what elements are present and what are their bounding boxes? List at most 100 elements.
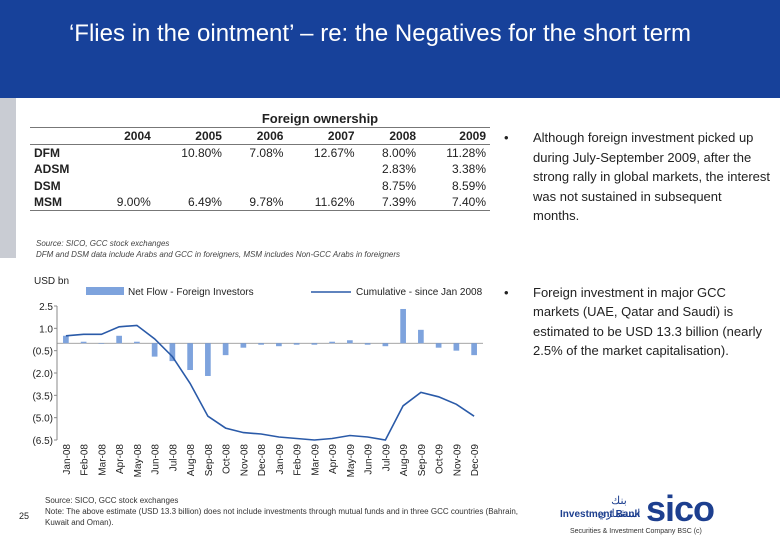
table-row: ADSM 2.83% 3.38%	[30, 161, 490, 178]
y-tick-label: (3.5)	[32, 391, 53, 402]
table-cell	[226, 178, 287, 195]
x-tick-label: Apr-08	[115, 444, 126, 474]
left-side-rule	[0, 98, 16, 258]
table-cell: 7.08%	[249, 146, 284, 160]
column-header: 2007	[287, 127, 359, 145]
row-label: MSM	[30, 194, 94, 211]
x-tick-label: Oct-09	[435, 444, 446, 474]
x-tick-label: Mar-09	[310, 444, 321, 476]
company-footer: Securities & Investment Company BSC (c)	[570, 528, 702, 535]
net-flow-bar	[98, 343, 105, 344]
table-cell	[287, 178, 358, 195]
net-flow-bar	[276, 343, 282, 347]
net-flow-bar	[364, 343, 371, 345]
column-header: 2004	[93, 127, 155, 145]
y-tick-label: 2.5	[39, 302, 53, 313]
table-cell: 3.38%	[451, 162, 486, 177]
title-band: ‘Flies in the ointment’ – re: the Negati…	[0, 0, 780, 98]
x-tick-label: Aug-08	[186, 444, 197, 477]
net-flow-bar	[311, 343, 318, 345]
table-cell: 7.39%	[358, 194, 421, 211]
x-tick-label: Aug-09	[399, 444, 410, 477]
table-cell	[93, 178, 154, 195]
legend-line-label: Cumulative - since Jan 2008	[356, 287, 483, 298]
table-row: DFM 10.80% 7.08% 12.67% 8.00% 11.28%	[30, 145, 490, 162]
x-tick-label: Dec-09	[470, 444, 481, 477]
row-label: ADSM	[34, 162, 70, 177]
net-flow-bar	[329, 341, 335, 344]
bullet-text: Although foreign investment picked up du…	[533, 130, 770, 223]
net-flow-bar	[80, 341, 87, 344]
y-tick-label: (2.0)	[32, 369, 53, 380]
table-source-line: Source: SICO, GCC stock exchanges	[36, 239, 170, 248]
table-cell	[93, 145, 154, 162]
x-tick-label: Dec-08	[257, 444, 268, 477]
x-tick-label: Oct-08	[222, 444, 233, 474]
column-header: 2005	[154, 127, 226, 145]
net-flow-bar	[134, 341, 140, 344]
x-tick-label: Jul-09	[381, 444, 392, 472]
column-header: 2009	[420, 127, 490, 145]
net-flow-bar	[400, 308, 406, 344]
bullet-point: • Although foreign investment picked up …	[498, 128, 770, 226]
y-tick-label: (5.0)	[32, 414, 53, 425]
table-cell: 6.49%	[154, 194, 226, 211]
net-flow-bar	[151, 343, 158, 357]
net-flow-bar	[347, 340, 353, 344]
ownership-grid: 2004 2005 2006 2007 2008 2009 DFM 10.80%…	[30, 127, 490, 211]
table-cell: 11.62%	[287, 194, 359, 211]
x-tick-label: Nov-08	[239, 444, 250, 477]
net-flow-bar	[418, 329, 424, 344]
footer-source-note: Source: SICO, GCC stock exchanges Note: …	[45, 495, 525, 528]
net-flow-bar	[258, 343, 264, 345]
column-header: 2008	[358, 127, 421, 145]
row-label: DFM	[34, 146, 60, 160]
x-tick-label: Jul-08	[168, 444, 179, 472]
footer-note-line: Note: The above estimate (USD 13.3 billi…	[45, 507, 518, 527]
net-flow-bar	[435, 343, 442, 348]
table-row: MSM 9.00% 6.49% 9.78% 11.62% 7.39% 7.40%	[30, 194, 490, 211]
table-cell	[155, 161, 226, 178]
table-cell: 2.83%	[382, 162, 417, 177]
net-flow-bar	[205, 343, 211, 376]
logo-brand: sico	[646, 488, 715, 529]
table-cell: 11.28%	[446, 146, 486, 160]
table-header-row: 2004 2005 2006 2007 2008 2009	[30, 127, 490, 145]
legend-bar-swatch	[86, 287, 124, 295]
net-flow-bar	[116, 335, 122, 344]
header-blank	[30, 127, 94, 145]
x-tick-label: Sep-09	[417, 444, 428, 477]
x-tick-label: Feb-08	[80, 444, 91, 476]
table-cell: 9.78%	[225, 194, 288, 211]
slide-title: ‘Flies in the ointment’ – re: the Negati…	[68, 20, 692, 47]
x-tick-label: May-08	[133, 444, 144, 478]
net-flow-bar	[471, 343, 477, 356]
table-cell: 12.67%	[313, 146, 355, 160]
cumulative-line	[65, 324, 475, 441]
table-cell: 8.59%	[451, 178, 486, 193]
y-tick-label: (6.5)	[32, 436, 53, 447]
net-flow-bar	[222, 343, 229, 356]
slide-number: 25	[19, 511, 30, 521]
y-axis-label: USD bn	[34, 276, 69, 287]
table-source-note: Source: SICO, GCC stock exchanges DFM an…	[36, 238, 496, 260]
table-caption: Foreign ownership	[261, 111, 379, 126]
x-tick-label: Jan-09	[275, 444, 286, 475]
table-cell: 8.75%	[382, 178, 417, 193]
x-tick-label: Feb-09	[293, 444, 304, 476]
x-tick-label: May-09	[346, 444, 357, 478]
table-cell: 10.80%	[181, 146, 222, 160]
net-flow-bar	[240, 343, 247, 348]
net-flow-bar	[169, 343, 176, 362]
bullet-point: • Foreign investment in major GCC market…	[498, 283, 770, 361]
net-flow-bar	[63, 335, 69, 344]
net-flow-bar	[453, 343, 460, 351]
net-flow-bar	[293, 343, 300, 345]
x-tick-label: Jun-08	[151, 444, 162, 475]
table-cell	[287, 161, 358, 178]
bullet-marker: •	[504, 130, 509, 145]
foreign-ownership-table: Foreign ownership 2004 2005 2006 2007 20…	[30, 111, 490, 211]
table-cell	[93, 161, 154, 178]
sico-logo: بنك استثماري Investment Bank sico	[560, 488, 770, 536]
bullet-text: Foreign investment in major GCC markets …	[533, 284, 763, 359]
